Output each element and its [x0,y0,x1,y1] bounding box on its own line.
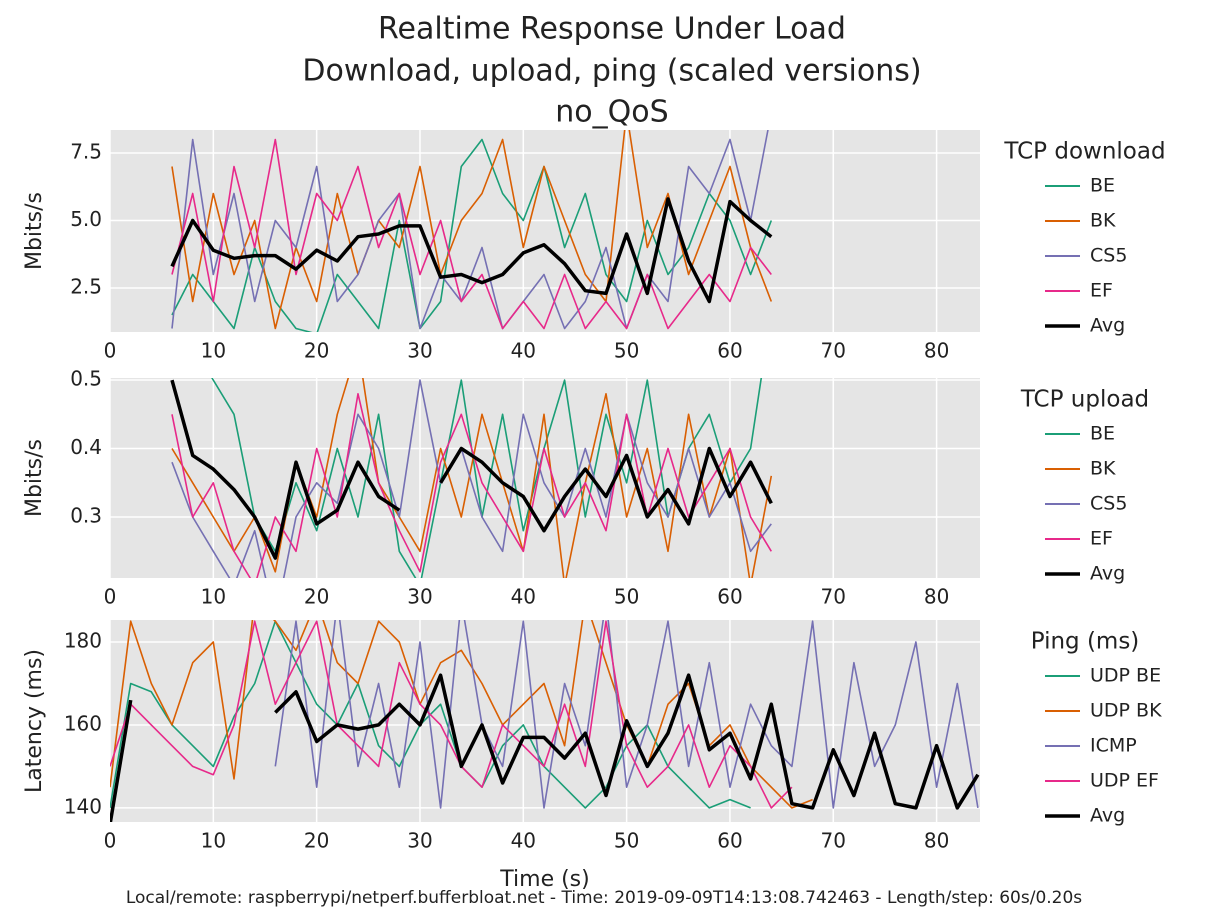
legend-title: TCP upload [1020,387,1149,413]
legend-label: BK [1090,210,1116,232]
legend-label: UDP EF [1090,770,1159,792]
legend-label: BE [1090,423,1115,445]
y-tick-label: 7.5 [70,139,102,163]
x-tick-label: 80 [924,339,949,363]
series-line [171,393,772,578]
x-tick-label: 20 [304,585,329,609]
x-tick-label: 40 [511,585,536,609]
legend-label: Avg [1090,315,1125,337]
footer: Local/remote: raspberrypi/netperf.buffer… [126,888,1082,908]
legend-label: ICMP [1090,735,1137,757]
legend-label: UDP BE [1090,665,1161,687]
x-tick-label: 10 [201,829,226,853]
plot-background [110,620,980,822]
legend-label: BK [1090,458,1116,480]
series-line [170,379,773,560]
plot-background [110,378,980,578]
x-tick-label: 60 [717,585,742,609]
x-tick-label: 70 [821,829,846,853]
legend-title: TCP download [1003,139,1165,165]
y-tick-label: 0.5 [70,367,102,391]
y-axis-label: Mbits/s [22,439,47,517]
x-tick-label: 60 [717,829,742,853]
x-tick-label: 20 [304,829,329,853]
legend-label: EF [1090,280,1113,302]
series-line [171,378,773,578]
x-tick-label: 50 [614,339,639,363]
chart-subtitle: Download, upload, ping (scaled versions) [302,54,921,89]
plot-area [170,378,773,578]
chart-tag: no_QoS [555,95,668,130]
series-line [171,138,773,332]
y-tick-label: 180 [64,628,102,652]
x-tick-label: 10 [201,585,226,609]
series-line [110,673,980,822]
x-tick-label: 0 [104,829,117,853]
series-line [110,620,793,809]
series-line [274,620,979,809]
plot-area [170,130,773,332]
legend-label: Avg [1090,563,1125,585]
x-tick-label: 30 [407,585,432,609]
series-line [171,130,769,330]
series-line [171,379,772,578]
y-tick-label: 2.5 [70,274,102,298]
legend-label: CS5 [1090,493,1127,515]
x-tick-label: 70 [821,585,846,609]
x-tick-label: 30 [407,829,432,853]
x-tick-label: 60 [717,339,742,363]
x-tick-label: 30 [407,339,432,363]
y-axis-label: Mbits/s [22,192,47,270]
legend-label: CS5 [1090,245,1127,267]
y-tick-label: 140 [64,794,102,818]
legend-label: Avg [1090,805,1125,827]
plot-area [110,620,980,822]
y-tick-label: 160 [64,711,102,735]
y-tick-label: 5.0 [70,207,102,231]
y-tick-label: 0.3 [70,504,102,528]
x-tick-label: 50 [614,829,639,853]
x-tick-label: 40 [511,339,536,363]
y-tick-label: 0.4 [70,435,102,459]
x-tick-label: 40 [511,829,536,853]
x-axis-label: Time (s) [499,867,589,892]
x-tick-label: 50 [614,585,639,609]
series-line [171,138,772,330]
x-tick-label: 20 [304,339,329,363]
legend-label: UDP BK [1090,700,1162,722]
legend-label: BE [1090,175,1115,197]
x-tick-label: 80 [924,829,949,853]
x-tick-label: 80 [924,585,949,609]
x-tick-label: 10 [201,339,226,363]
legend-title: Ping (ms) [1031,629,1140,655]
chart-title: Realtime Response Under Load [378,12,846,47]
x-tick-label: 0 [104,585,117,609]
x-tick-label: 70 [821,339,846,363]
series-line [170,197,773,304]
y-axis-label: Latency (ms) [22,649,47,793]
legend-label: EF [1090,528,1113,550]
x-tick-label: 0 [104,339,117,363]
